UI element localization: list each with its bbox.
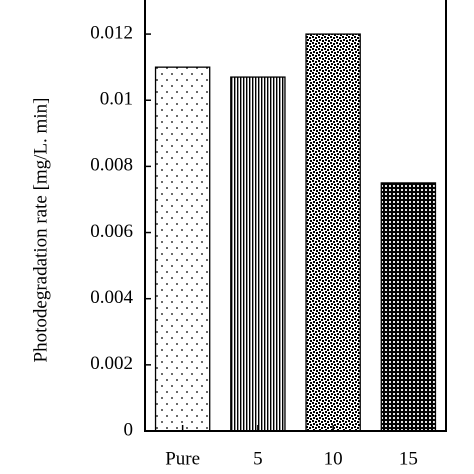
y-tick-label: 0.008	[90, 155, 133, 176]
x-tick-label: 10	[324, 448, 343, 469]
y-tick-label: 0.002	[90, 353, 133, 374]
bar	[305, 33, 361, 432]
x-tick-label: Pure	[165, 448, 200, 469]
y-tick-label: 0.012	[90, 22, 133, 43]
x-tick-label: 5	[253, 448, 263, 469]
bar	[380, 182, 437, 432]
y-tick-label: 0.01	[100, 89, 133, 110]
y-axis-label: Photodegradation rate [mg/L. min]	[30, 98, 51, 363]
y-tick-label: 0.006	[90, 221, 133, 242]
x-tick-label: 15	[399, 448, 418, 469]
bar	[154, 66, 211, 432]
plot-frame	[144, 0, 447, 432]
bar	[230, 76, 286, 432]
y-tick-label: 0.004	[90, 287, 133, 308]
y-tick-label: 0	[124, 419, 134, 440]
